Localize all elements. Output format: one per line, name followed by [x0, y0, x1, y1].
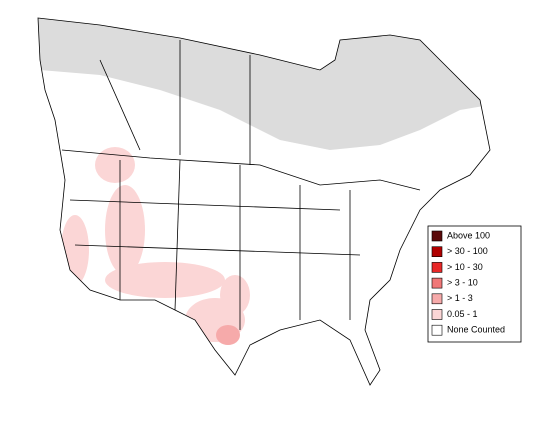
legend-label: > 10 - 30	[447, 262, 483, 272]
legend-swatch	[431, 262, 443, 273]
legend-swatch	[431, 293, 443, 305]
legend-label: 0.05 - 1	[447, 309, 478, 319]
legend-label: > 1 - 3	[447, 293, 473, 303]
legend-label: None Counted	[447, 325, 505, 335]
legend: Above 100 > 30 - 100 > 10 - 30 > 3 - 10 > 1 …	[427, 225, 522, 343]
legend-swatch	[431, 309, 443, 320]
legend-swatch	[431, 324, 443, 336]
borders	[37, 17, 491, 386]
legend-box	[427, 225, 522, 343]
legend-swatch	[431, 246, 443, 257]
legend-swatch	[431, 230, 443, 242]
legend-label: > 30 - 100	[447, 246, 488, 256]
legend-swatch	[431, 277, 443, 289]
legend-label: Above 100	[447, 230, 490, 240]
legend-label: > 3 - 10	[447, 277, 478, 287]
